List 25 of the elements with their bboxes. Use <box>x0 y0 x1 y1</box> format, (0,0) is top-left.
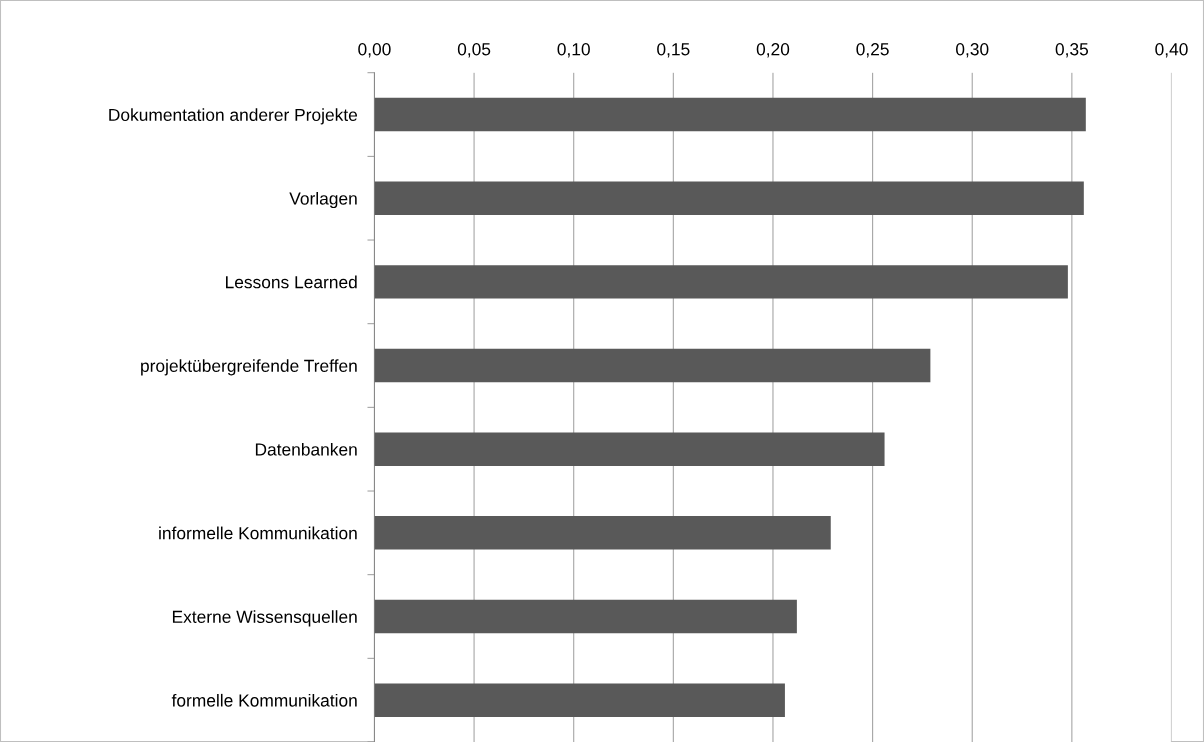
bar <box>374 348 931 383</box>
bar <box>374 599 797 634</box>
y-tick-label: Datenbanken <box>255 442 357 456</box>
y-tick-label: Lessons Learned <box>226 275 357 289</box>
bar <box>374 432 885 466</box>
x-tick-label: 0,05 <box>457 43 491 58</box>
y-tick-label: informelle Kommunikation <box>159 526 357 540</box>
x-tick-label: 0,35 <box>1055 43 1089 58</box>
bar <box>374 97 1086 132</box>
y-tick-label: Vorlagen <box>289 191 357 209</box>
bar <box>374 265 1068 299</box>
y-tick-label: Externe Wissensquellen <box>172 610 357 627</box>
x-tick-label: 0,40 <box>1155 43 1188 58</box>
bar <box>374 683 785 717</box>
y-tick-label: Dokumentation anderer Projekte <box>109 108 358 125</box>
y-tick-label: projektübergreifende Treffen <box>141 359 357 376</box>
bar <box>374 516 831 550</box>
x-tick-label: 0,30 <box>956 43 989 58</box>
x-tick-label: 0,00 <box>358 43 391 58</box>
y-tick-label: formelle Kommunikation <box>171 693 357 707</box>
x-tick-label: 0,20 <box>756 43 790 58</box>
bar <box>374 181 1084 215</box>
x-tick-label: 0,25 <box>856 43 889 58</box>
x-tick-label: 0,15 <box>657 43 690 58</box>
x-tick-label: 0,10 <box>557 43 590 58</box>
